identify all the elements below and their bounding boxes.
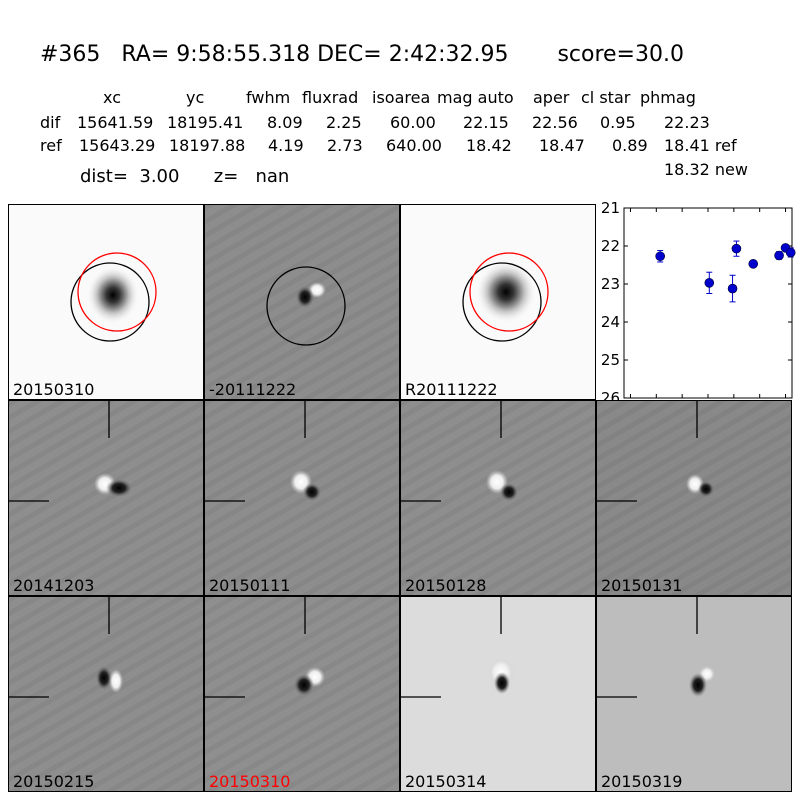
ref-xc: 15643.29 bbox=[79, 136, 156, 155]
star-source bbox=[476, 261, 536, 323]
aperture-circle-black bbox=[266, 266, 346, 346]
y-tick-label: 26 bbox=[601, 389, 620, 400]
col-header-phmag: phmag bbox=[640, 88, 696, 107]
aperture-circle-red bbox=[469, 252, 549, 332]
row-label-ref: ref bbox=[40, 136, 62, 155]
cutout-label: 20150215 bbox=[13, 772, 95, 791]
y-tick-label: 24 bbox=[601, 313, 620, 331]
col-header-fwhm: fwhm bbox=[246, 88, 291, 107]
cutout-epoch: 20150319 bbox=[596, 596, 792, 792]
aperture-circle-black bbox=[70, 262, 150, 342]
ref-mag-auto: 18.42 bbox=[466, 136, 512, 155]
dif-aper: 22.56 bbox=[532, 113, 578, 132]
cutout-epoch: 20150128 bbox=[400, 400, 596, 596]
data-point bbox=[727, 283, 738, 294]
cutout-label: 20150128 bbox=[405, 576, 487, 595]
cutout-label: 20150314 bbox=[405, 772, 487, 791]
dif-xc: 15641.59 bbox=[77, 113, 154, 132]
col-header-fluxrad: fluxrad bbox=[302, 88, 359, 107]
cutout-label: 20150111 bbox=[209, 576, 291, 595]
dif-fwhm: 8.09 bbox=[267, 113, 303, 132]
cutout-ref: R20111222 bbox=[400, 204, 596, 400]
cutout-label: 20141203 bbox=[13, 576, 95, 595]
dif-cl-star: 0.95 bbox=[600, 113, 636, 132]
y-tick-label: 25 bbox=[601, 351, 620, 369]
col-header-isoarea: isoarea bbox=[372, 88, 431, 107]
plot-frame bbox=[623, 207, 793, 399]
data-point bbox=[704, 278, 715, 288]
row-label-dif: dif bbox=[40, 113, 61, 132]
data-point bbox=[785, 247, 796, 258]
dif-phmag: 22.23 bbox=[664, 113, 710, 132]
ref-phmag: 18.41 ref bbox=[664, 136, 737, 155]
col-header-yc: yc bbox=[186, 88, 205, 107]
cutout-label: -20111222 bbox=[209, 380, 297, 399]
star-source bbox=[87, 266, 139, 324]
cutout-epoch: 20150111 bbox=[204, 400, 400, 596]
cutout-epoch: 20150314 bbox=[400, 596, 596, 792]
cutout-label: R20111222 bbox=[405, 380, 498, 399]
ref-isoarea: 640.00 bbox=[386, 136, 442, 155]
col-header-xc: xc bbox=[103, 88, 121, 107]
ref-fluxrad: 2.73 bbox=[327, 136, 363, 155]
dif-mag-auto: 22.15 bbox=[463, 113, 509, 132]
cutout-diff: -20111222 bbox=[204, 204, 400, 400]
aperture-circle-red bbox=[77, 252, 157, 332]
page-title: #365 RA= 9:58:55.318 DEC= 2:42:32.95 sco… bbox=[40, 42, 684, 67]
cutout-epoch: 20141203 bbox=[8, 400, 204, 596]
cutout-new: 20150310 bbox=[8, 204, 204, 400]
data-point bbox=[731, 243, 742, 254]
data-point bbox=[748, 259, 759, 269]
ref-aper: 18.47 bbox=[539, 136, 585, 155]
cutout-label: 20150310 bbox=[13, 380, 95, 399]
ref-yc: 18197.88 bbox=[169, 136, 246, 155]
y-tick-label: 21 bbox=[601, 200, 620, 217]
cutout-epoch: 20150215 bbox=[8, 596, 204, 792]
col-header-mag-auto: mag auto bbox=[437, 88, 514, 107]
dif-isoarea: 60.00 bbox=[390, 113, 436, 132]
cutout-label: 20150319 bbox=[601, 772, 683, 791]
dist-z-readout: dist= 3.00 z= nan bbox=[80, 166, 290, 187]
col-header-cl-star: cl star bbox=[581, 88, 631, 107]
y-tick-label: 22 bbox=[601, 237, 620, 255]
cutout-epoch: 20150310 bbox=[204, 596, 400, 792]
ref-fwhm: 4.19 bbox=[268, 136, 304, 155]
cutout-epoch: 20150131 bbox=[596, 400, 792, 596]
dif-fluxrad: 2.25 bbox=[326, 113, 362, 132]
ref-cl-star: 0.89 bbox=[612, 136, 648, 155]
y-tick-label: 23 bbox=[601, 275, 620, 293]
data-point bbox=[655, 251, 665, 262]
negative-residual bbox=[296, 286, 314, 308]
cutout-label: 20150131 bbox=[601, 576, 683, 595]
col-header-aper: aper bbox=[533, 88, 570, 107]
dif-yc: 18195.41 bbox=[167, 113, 244, 132]
cutout-label: 20150310 bbox=[209, 772, 291, 791]
phmag-new: 18.32 new bbox=[664, 160, 748, 179]
aperture-circle-black bbox=[462, 262, 542, 342]
data-point bbox=[774, 250, 784, 261]
